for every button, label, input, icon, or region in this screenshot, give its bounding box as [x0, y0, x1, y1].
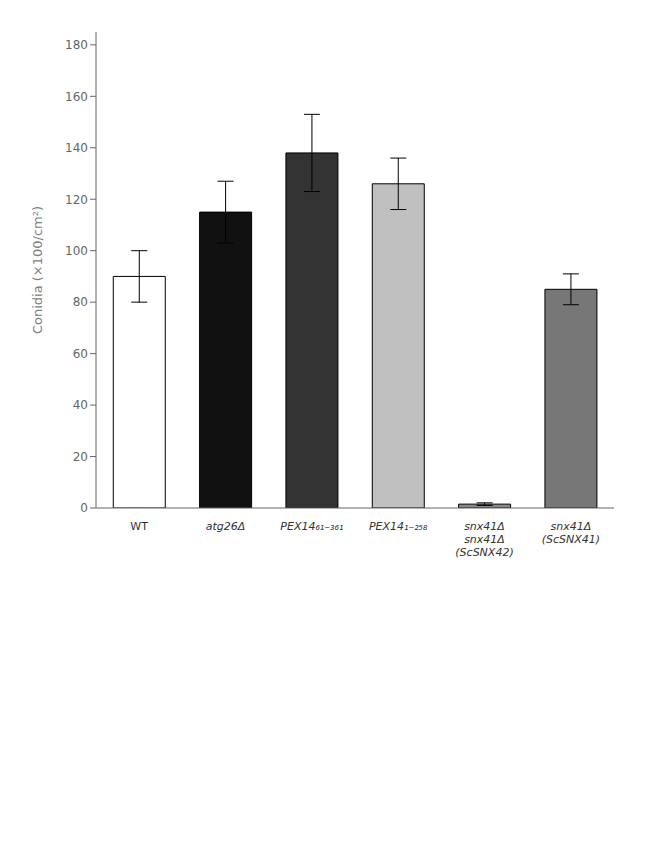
svg-text:snx41Δsnx41Δ(ScSNX42): snx41Δsnx41Δ(ScSNX42): [455, 520, 513, 559]
svg-text:100: 100: [65, 244, 88, 258]
svg-text:180: 180: [65, 38, 88, 52]
svg-text:atg26Δ: atg26Δ: [206, 520, 246, 533]
svg-text:Conidia (×100/cm²): Conidia (×100/cm²): [30, 206, 45, 334]
svg-text:snx41Δ(ScSNX41): snx41Δ(ScSNX41): [542, 520, 600, 546]
svg-text:40: 40: [73, 398, 88, 412]
svg-text:0: 0: [80, 501, 88, 515]
svg-text:60: 60: [73, 347, 88, 361]
svg-text:PEX14₆₁₋₃₆₁: PEX14₆₁₋₃₆₁: [280, 520, 343, 533]
svg-text:160: 160: [65, 90, 88, 104]
svg-text:WT: WT: [130, 520, 148, 533]
svg-text:120: 120: [65, 193, 88, 207]
svg-text:80: 80: [73, 295, 88, 309]
svg-text:PEX14₁₋₂₅₈: PEX14₁₋₂₅₈: [369, 520, 428, 533]
svg-text:140: 140: [65, 141, 88, 155]
svg-text:20: 20: [73, 450, 88, 464]
